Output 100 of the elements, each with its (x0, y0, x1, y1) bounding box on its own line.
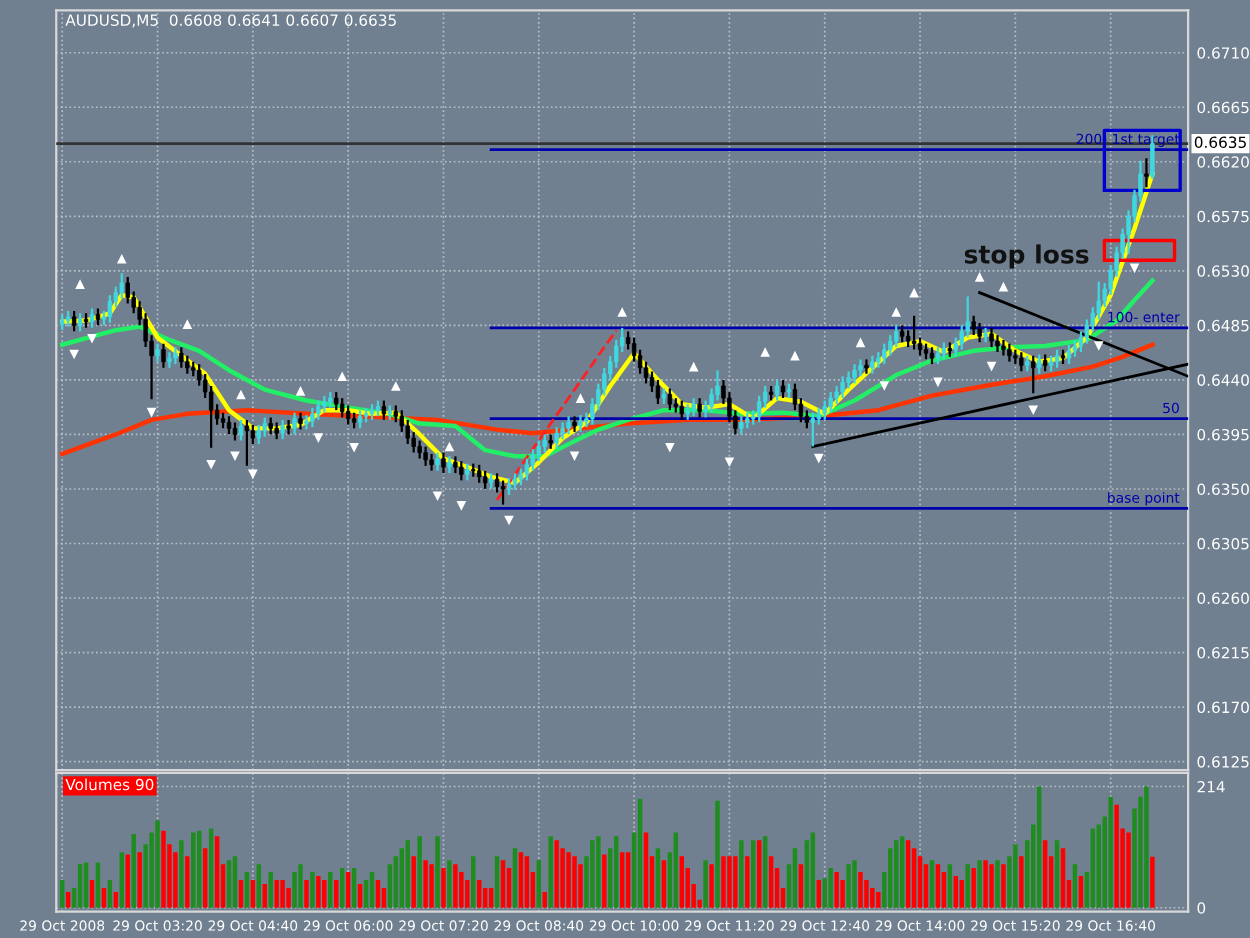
bar (369, 872, 375, 908)
bar (339, 868, 345, 908)
candlestick (71, 310, 77, 332)
candlestick (298, 412, 303, 430)
candlestick (566, 416, 571, 435)
candlestick (858, 359, 863, 377)
point (855, 337, 866, 348)
bar (292, 872, 297, 908)
bar (1108, 796, 1113, 908)
bar (1126, 832, 1131, 908)
bar (214, 836, 220, 908)
candlestick (441, 452, 446, 474)
bar (435, 836, 440, 908)
candlestick (840, 376, 845, 398)
point (295, 386, 306, 396)
bar (614, 836, 619, 908)
bar (453, 864, 458, 908)
point (575, 393, 586, 403)
candlestick (119, 273, 124, 299)
bar (447, 860, 452, 908)
bar (727, 856, 732, 908)
line-series (59, 342, 1155, 457)
bar (625, 852, 631, 908)
bar (482, 887, 488, 908)
bar (95, 862, 101, 908)
bar (131, 834, 136, 908)
bar (107, 880, 113, 908)
bar (721, 856, 726, 908)
bar (316, 876, 321, 908)
bar (89, 880, 95, 908)
candlestick (429, 453, 434, 471)
bar (989, 864, 994, 908)
bar (840, 880, 845, 908)
bar (274, 880, 279, 908)
bar (619, 852, 625, 908)
bar (268, 872, 273, 908)
bar (59, 880, 65, 908)
point (116, 253, 127, 264)
bar (953, 876, 959, 908)
bar (971, 868, 976, 908)
point (230, 451, 240, 462)
bar (524, 856, 530, 908)
bar (733, 856, 738, 908)
bar (476, 880, 482, 908)
bar (328, 872, 333, 908)
bar (888, 848, 893, 908)
candlestick (1001, 340, 1006, 356)
point (891, 307, 902, 317)
candlestick (238, 420, 244, 441)
bar (298, 864, 303, 908)
bar (506, 868, 512, 908)
bar (739, 840, 744, 908)
bar (202, 848, 208, 908)
candlestick (286, 420, 291, 435)
bar (375, 880, 381, 908)
bar (536, 860, 542, 908)
candlestick (655, 380, 661, 405)
bar (465, 880, 470, 908)
bar (423, 860, 428, 908)
bar (983, 860, 988, 908)
point (974, 272, 985, 282)
candlestick (161, 343, 166, 368)
bar (417, 836, 422, 908)
candlestick (155, 343, 160, 362)
candlestick (173, 347, 178, 365)
bar (173, 852, 178, 908)
bar (345, 872, 351, 908)
bar (411, 856, 416, 908)
bar (911, 848, 917, 908)
bar (334, 880, 339, 908)
bar (917, 856, 923, 908)
bar (262, 883, 267, 908)
bar (1060, 848, 1066, 908)
bar (286, 887, 291, 908)
bar (1019, 856, 1024, 908)
point (1093, 341, 1104, 351)
bar (804, 840, 810, 908)
bar (1150, 856, 1155, 908)
bar (161, 830, 166, 908)
bar (488, 887, 494, 908)
bar (834, 872, 839, 908)
bar (101, 887, 107, 908)
bar (995, 860, 1000, 908)
point (688, 361, 699, 372)
candlestick (667, 388, 673, 411)
bar (941, 872, 947, 908)
bar (471, 856, 476, 908)
bar (310, 872, 315, 908)
bar (643, 832, 649, 908)
candlestick (304, 415, 309, 430)
bar (745, 856, 750, 908)
bar (947, 864, 953, 908)
bar (226, 860, 232, 908)
candlestick (1144, 158, 1149, 188)
bar (792, 848, 798, 908)
point (349, 442, 359, 453)
candlestick (167, 352, 172, 368)
bar (232, 856, 238, 908)
point (569, 451, 580, 462)
bar (768, 856, 774, 908)
